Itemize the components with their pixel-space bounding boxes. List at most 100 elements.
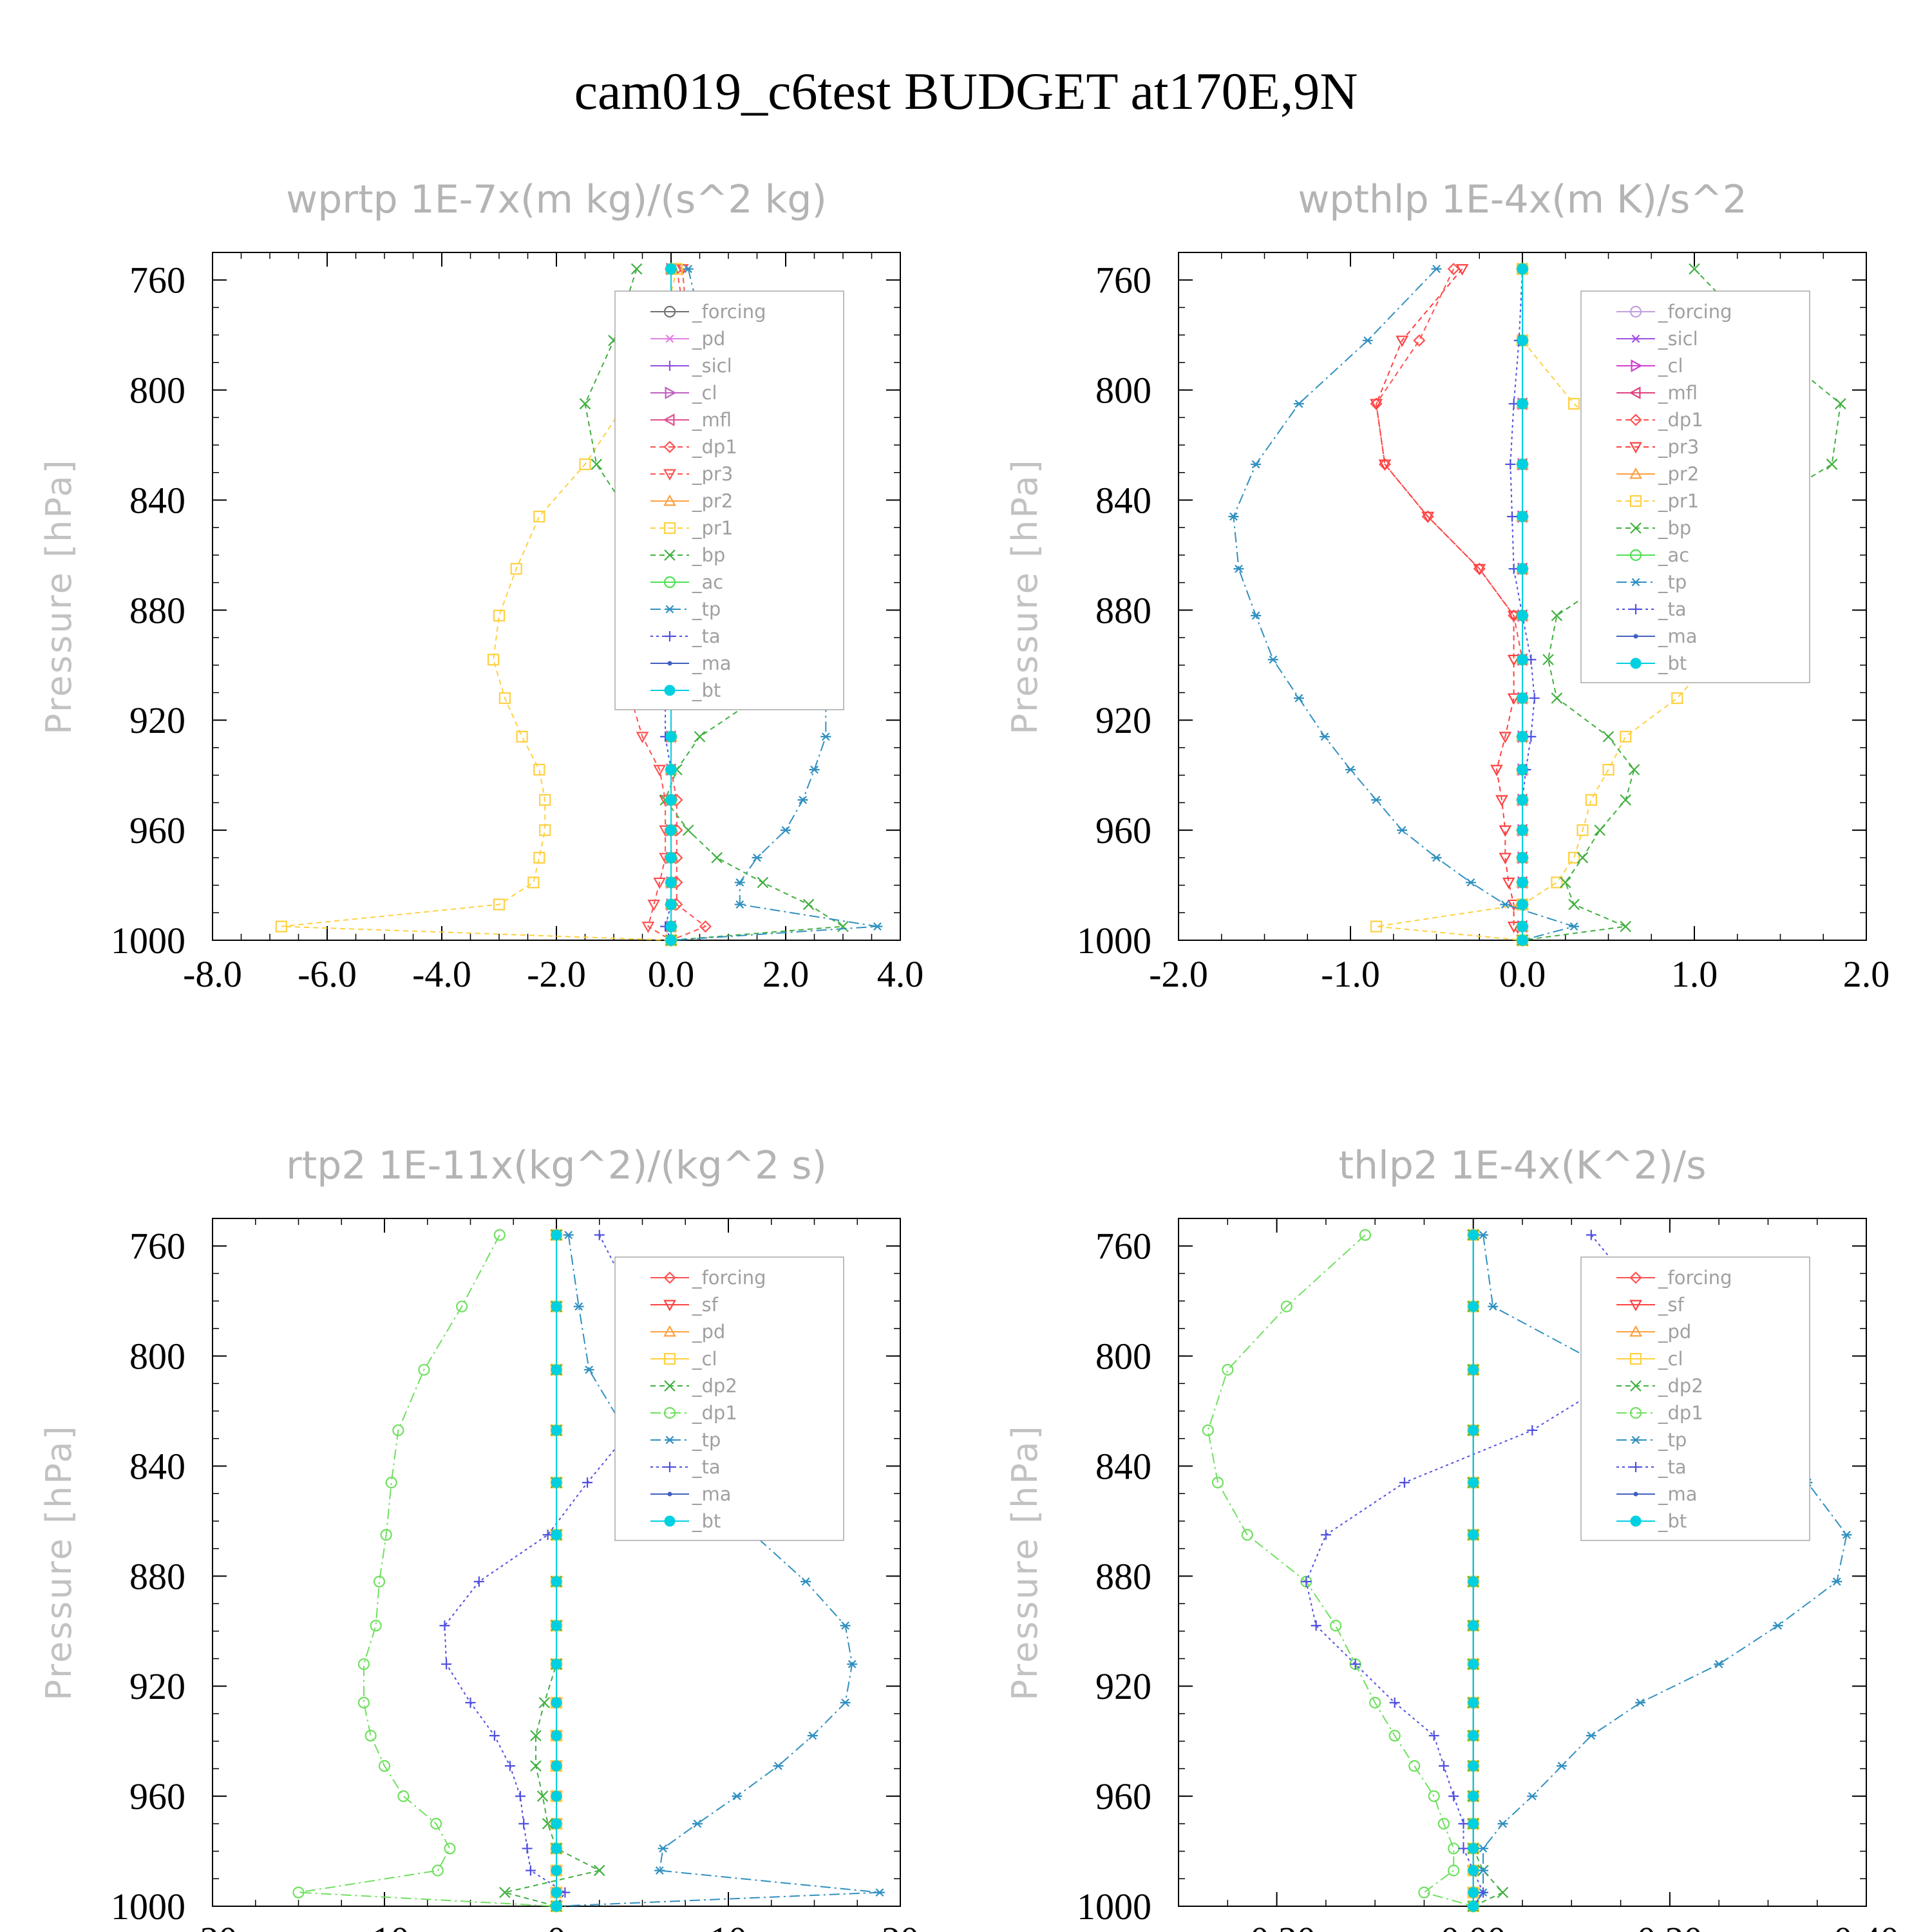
- data-point: [1468, 1697, 1479, 1709]
- data-point: [820, 732, 831, 741]
- data-point: [357, 1696, 370, 1709]
- series-tp: [1228, 265, 1580, 945]
- legend-entry: _pr1: [650, 517, 733, 539]
- data-point: [533, 851, 545, 864]
- legend-entry: _mfl: [650, 409, 732, 431]
- legend-entry: _ma: [650, 1483, 732, 1505]
- data-point: [1468, 1900, 1479, 1912]
- data-point: [530, 1730, 542, 1741]
- data-point: [1468, 1301, 1479, 1312]
- data-point: [1499, 853, 1512, 865]
- x-tick-label: 1.0: [1671, 953, 1718, 995]
- data-point: [551, 1760, 562, 1772]
- series-line: [1522, 268, 1842, 941]
- data-point: [1447, 263, 1460, 276]
- legend-entry: _dp1: [650, 436, 737, 458]
- legend-entry: _pr2: [650, 490, 733, 512]
- data-point: [573, 1302, 584, 1311]
- legend-label: _ma: [692, 1483, 732, 1505]
- data-point: [872, 922, 883, 931]
- data-point: [757, 876, 769, 889]
- x-tick-label: 4.0: [877, 953, 924, 995]
- data-point: [1620, 920, 1631, 933]
- data-point: [1418, 1886, 1430, 1899]
- figure-title: cam019_c6test BUDGET at170E,9N: [574, 62, 1358, 120]
- data-point: [665, 852, 677, 864]
- legend-marker: [1630, 1380, 1642, 1392]
- data-point: [397, 1790, 410, 1803]
- data-point: [551, 1697, 562, 1709]
- data-point: [373, 1575, 386, 1588]
- legend-marker: [1629, 495, 1642, 507]
- legend-label: _ta: [692, 1456, 721, 1478]
- data-point: [1551, 692, 1563, 704]
- legend-marker: [663, 469, 676, 481]
- data-point: [1517, 398, 1528, 410]
- legend-marker: [663, 440, 676, 453]
- series-line: [584, 269, 846, 941]
- legend-marker: [1631, 1435, 1641, 1444]
- data-point: [1431, 265, 1442, 274]
- data-point: [1413, 334, 1426, 347]
- x-tick-label: -8.0: [183, 953, 242, 995]
- y-tick-label: 760: [1095, 260, 1151, 301]
- data-point: [1330, 1620, 1342, 1632]
- legend-entry: _pd: [1616, 1321, 1691, 1343]
- legend-label: _tp: [692, 598, 721, 620]
- series-line: [1233, 268, 1577, 941]
- legend-entry: _bt: [1616, 1510, 1687, 1532]
- data-point: [498, 692, 511, 705]
- legend-label: _dp2: [1658, 1375, 1703, 1397]
- legend-entry: _pd: [650, 1321, 725, 1343]
- data-point: [539, 794, 551, 806]
- legend-label: _ac: [692, 571, 723, 593]
- data-point: [1397, 826, 1408, 835]
- legend-label: _bt: [692, 679, 721, 701]
- legend-marker: [1630, 658, 1642, 669]
- legend-marker: [1629, 442, 1642, 454]
- y-tick-label: 1000: [111, 920, 185, 961]
- legend-marker: [1629, 549, 1642, 562]
- data-point: [874, 1888, 885, 1897]
- data-point: [1594, 824, 1605, 836]
- data-point: [525, 1865, 536, 1876]
- data-point: [510, 563, 522, 575]
- data-point: [773, 1761, 784, 1770]
- legend-marker: [663, 1406, 676, 1419]
- y-tick-label: 960: [1095, 810, 1151, 851]
- data-point: [1517, 824, 1528, 836]
- data-point: [582, 1477, 593, 1488]
- data-point: [465, 1697, 476, 1708]
- legend-marker: [663, 413, 675, 426]
- data-point: [385, 1477, 397, 1489]
- data-point: [418, 1363, 430, 1376]
- data-point: [1497, 1819, 1508, 1828]
- panel-wpthlp: wpthlp 1E-4x(m K)/s^2 Pressure [hPa] -2.0 -…: [1005, 177, 1889, 995]
- data-point: [665, 794, 677, 806]
- data-point: [734, 878, 745, 887]
- data-point: [837, 920, 849, 933]
- data-point: [734, 900, 745, 909]
- legend-marker: [1629, 413, 1642, 426]
- data-point: [551, 1790, 562, 1802]
- series-line: [1375, 269, 1523, 940]
- x-tick-label: -1.0: [1321, 953, 1380, 995]
- data-point: [551, 1864, 562, 1876]
- data-point: [1517, 764, 1528, 775]
- data-point: [654, 1866, 665, 1875]
- data-point: [1370, 399, 1383, 411]
- data-point: [1689, 263, 1700, 275]
- legend-entry: _tp: [650, 1429, 721, 1451]
- data-point: [847, 1660, 858, 1669]
- data-point: [551, 1887, 562, 1899]
- legend-entry: _forcing: [1616, 1267, 1732, 1289]
- legend-label: _ma: [1658, 1483, 1698, 1505]
- data-point: [536, 1790, 549, 1802]
- data-point: [551, 1529, 562, 1540]
- data-point: [1569, 922, 1580, 931]
- legend-label: _pd: [1658, 1321, 1691, 1343]
- y-tick-label: 840: [1095, 1445, 1151, 1487]
- y-tick-label: 760: [1095, 1226, 1151, 1267]
- data-point: [1567, 851, 1580, 864]
- data-point: [1428, 1730, 1439, 1741]
